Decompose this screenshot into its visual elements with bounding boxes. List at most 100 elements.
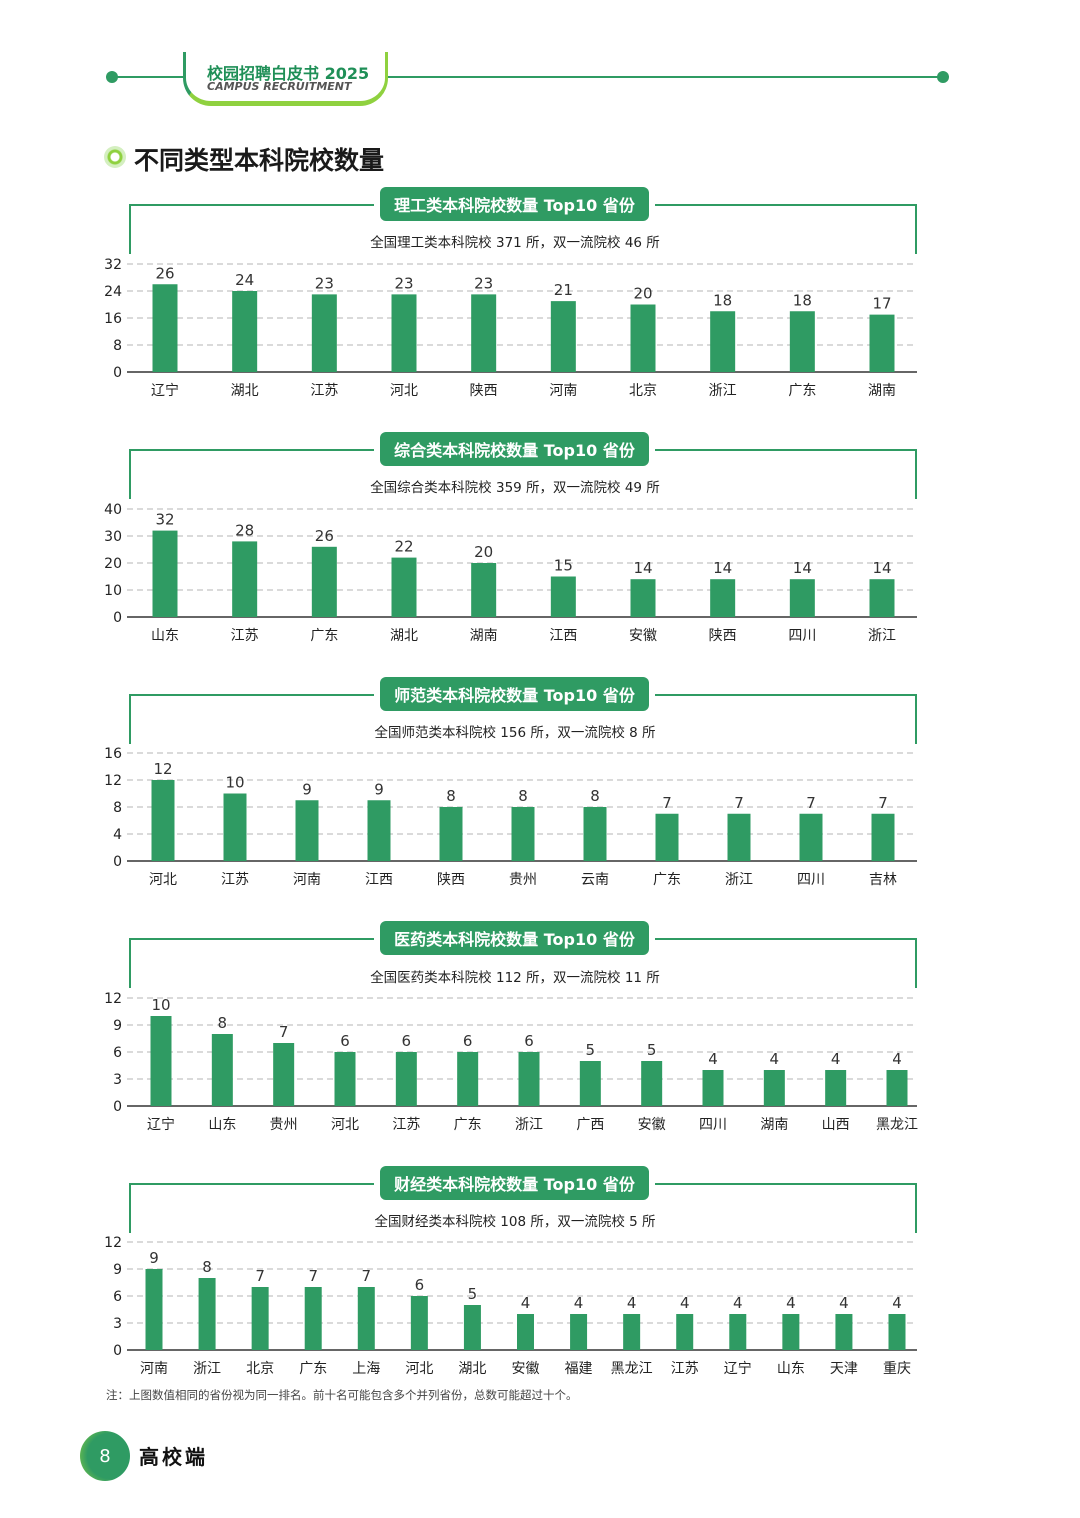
x-tick-label: 北京 (629, 383, 657, 399)
chart-title: 医药类本科院校数量 Top10 省份 (380, 921, 649, 955)
bar-6 (463, 1305, 481, 1350)
y-tick-label: 40 (104, 502, 122, 518)
bar-9 (623, 1314, 641, 1350)
y-tick-label: 30 (104, 529, 122, 545)
y-tick-label: 0 (113, 365, 122, 381)
data-label: 10 (225, 774, 244, 792)
bar-0 (152, 284, 178, 372)
x-tick-label: 辽宁 (724, 1360, 752, 1377)
bar-12 (886, 1070, 908, 1106)
bar-3 (334, 1052, 356, 1106)
bar-2 (295, 800, 319, 861)
bar-9 (869, 579, 895, 617)
x-tick-label: 天津 (830, 1361, 858, 1377)
bar-2 (311, 546, 337, 617)
data-label: 5 (647, 1041, 657, 1059)
x-tick-label: 河南 (549, 383, 577, 399)
bar-6 (630, 579, 656, 617)
data-label: 8 (518, 787, 528, 805)
data-label: 6 (415, 1276, 425, 1294)
data-label: 6 (524, 1032, 534, 1050)
chart-subtitle: 全国财经类本科院校 108 所，双一流院校 5 所 (374, 1214, 656, 1230)
bar-3 (391, 557, 417, 617)
data-label: 9 (149, 1249, 159, 1267)
x-tick-label: 山东 (151, 628, 179, 644)
header-badge-subtitle: CAMPUS RECRUITMENT (207, 80, 352, 93)
x-tick-label: 江西 (365, 872, 393, 888)
y-tick-label: 0 (113, 1343, 122, 1359)
data-label: 6 (340, 1032, 350, 1050)
bar-5 (550, 576, 576, 617)
data-label: 14 (713, 559, 732, 577)
bar-1 (211, 1034, 233, 1106)
bar-4 (471, 563, 497, 617)
x-tick-label: 吉林 (869, 872, 897, 888)
x-tick-label: 湖南 (868, 383, 896, 399)
bar-11 (825, 1070, 847, 1106)
x-tick-label: 湖南 (470, 628, 498, 644)
bar-5 (457, 1052, 479, 1106)
bar-1 (232, 541, 258, 617)
chart-title: 师范类本科院校数量 Top10 省份 (380, 677, 649, 711)
data-label: 23 (315, 274, 334, 292)
ring-icon (104, 146, 126, 168)
y-tick-label: 8 (113, 800, 122, 816)
x-tick-label: 浙江 (515, 1117, 543, 1133)
header-badge (183, 52, 388, 106)
bar-8 (789, 579, 815, 617)
data-label: 28 (235, 521, 254, 539)
x-tick-label: 江苏 (310, 383, 338, 399)
bar-6 (518, 1052, 540, 1106)
x-tick-label: 江苏 (231, 628, 259, 644)
bar-8 (727, 813, 751, 861)
data-label: 14 (633, 559, 652, 577)
data-label: 14 (872, 559, 891, 577)
section-title: 不同类型本科院校数量 (134, 146, 385, 175)
bar-1 (198, 1278, 216, 1350)
x-tick-label: 安徽 (638, 1117, 666, 1133)
y-tick-label: 16 (104, 311, 122, 327)
data-label: 7 (806, 794, 816, 812)
x-tick-label: 浙江 (709, 383, 737, 399)
x-tick-label: 浙江 (868, 628, 896, 644)
data-label: 26 (155, 264, 174, 282)
x-tick-label: 黑龙江 (876, 1117, 918, 1133)
data-label: 4 (839, 1294, 849, 1312)
x-tick-label: 湖北 (458, 1361, 486, 1377)
chart-title: 综合类本科院校数量 Top10 省份 (380, 432, 649, 466)
x-tick-label: 广西 (576, 1117, 604, 1133)
bar-7 (710, 579, 736, 617)
x-tick-label: 四川 (699, 1117, 727, 1133)
x-tick-label: 广东 (299, 1361, 327, 1377)
y-tick-label: 12 (104, 773, 122, 789)
bar-0 (150, 1016, 172, 1106)
x-tick-label: 上海 (352, 1361, 380, 1377)
data-label: 4 (892, 1294, 902, 1312)
x-tick-label: 河南 (140, 1361, 168, 1377)
bar-4 (357, 1287, 375, 1350)
chart-subtitle: 全国师范类本科院校 156 所，双一流院校 8 所 (374, 725, 656, 741)
bar-0 (145, 1269, 163, 1350)
x-tick-label: 江西 (549, 628, 577, 644)
chart-title: 财经类本科院校数量 Top10 省份 (380, 1166, 649, 1200)
x-tick-label: 山西 (822, 1117, 850, 1133)
bar-3 (367, 800, 391, 861)
footnote: 注：上图数值相同的省份视为同一排名。前十名可能包含多个并列省份，总数可能超过十个… (106, 1388, 578, 1402)
x-tick-label: 陕西 (709, 628, 737, 644)
y-tick-label: 6 (113, 1289, 122, 1305)
x-tick-label: 广东 (653, 872, 681, 888)
data-label: 24 (235, 271, 254, 289)
bar-0 (151, 780, 175, 861)
data-label: 4 (708, 1050, 718, 1068)
x-tick-label: 河北 (390, 383, 418, 399)
data-label: 8 (202, 1258, 212, 1276)
x-tick-label: 河北 (149, 872, 177, 888)
bar-8 (789, 311, 815, 372)
page-number: 8 (80, 1431, 130, 1481)
data-label: 7 (255, 1267, 265, 1285)
data-label: 8 (590, 787, 600, 805)
bar-11 (729, 1314, 747, 1350)
y-tick-label: 0 (113, 1099, 122, 1115)
